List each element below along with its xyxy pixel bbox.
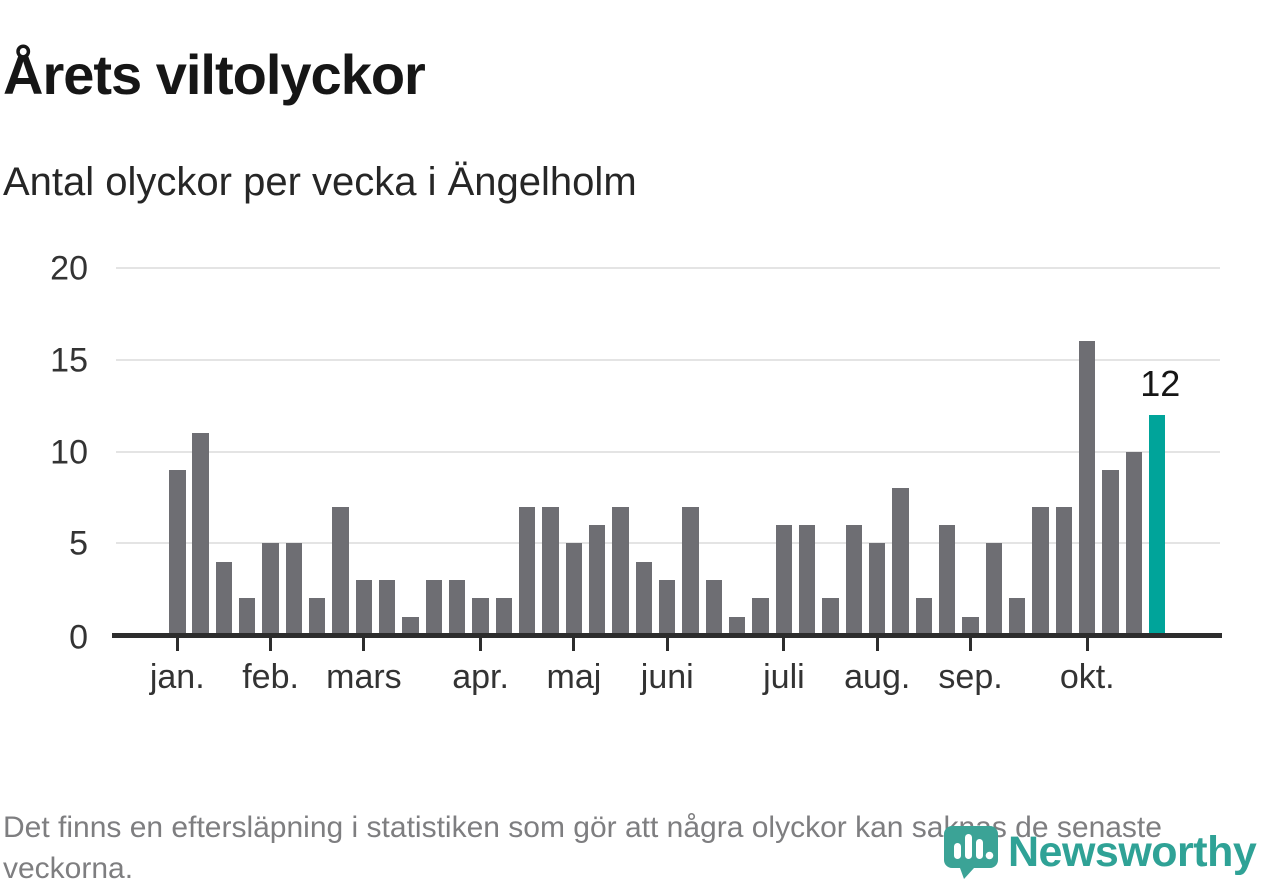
gridline	[116, 542, 1220, 545]
x-axis-tick	[479, 638, 483, 651]
bar	[495, 598, 513, 635]
bar	[518, 506, 536, 635]
gridline	[116, 267, 1220, 269]
page-title: Årets viltolyckor	[3, 42, 426, 106]
x-axis-tick	[969, 638, 973, 651]
bar	[775, 524, 793, 635]
bar	[798, 524, 816, 635]
x-axis-line	[112, 633, 1222, 638]
chart-subtitle: Antal olyckor per vecka i Ängelholm	[3, 160, 637, 204]
x-axis-tick	[362, 638, 366, 651]
bar	[728, 616, 746, 635]
bar	[938, 524, 956, 635]
y-axis-label: 0	[69, 618, 88, 657]
bar	[285, 543, 303, 635]
bar	[308, 598, 326, 635]
newsworthy-logo-text: Newsworthy	[1008, 828, 1257, 876]
newsworthy-logo: Newsworthy	[944, 826, 1257, 879]
bar	[425, 579, 443, 635]
x-axis-tick	[875, 638, 879, 651]
bar	[845, 524, 863, 635]
x-axis-label: apr.	[452, 658, 509, 696]
y-axis-label: 20	[50, 249, 88, 288]
bar	[915, 598, 933, 635]
bar	[238, 598, 256, 635]
x-axis-label: feb.	[242, 658, 299, 696]
bar	[542, 506, 559, 635]
bar	[472, 598, 489, 635]
bar	[822, 598, 839, 635]
x-axis-label: mars	[326, 658, 402, 696]
bar	[635, 561, 653, 635]
bar	[332, 506, 349, 635]
bar	[1032, 506, 1049, 635]
x-axis-label: juli	[763, 658, 805, 696]
x-axis-tick	[782, 638, 786, 651]
bar	[1125, 451, 1143, 635]
bar	[378, 579, 396, 635]
bar	[868, 543, 886, 635]
bar	[192, 433, 209, 635]
x-axis-label: juni	[640, 658, 694, 696]
x-axis-label: jan.	[149, 658, 205, 696]
gridline	[116, 358, 1220, 361]
bar	[752, 598, 769, 635]
x-axis-tick	[665, 638, 669, 651]
bar	[985, 543, 1003, 635]
y-axis-label: 10	[50, 433, 88, 471]
bar	[262, 543, 279, 635]
bar	[682, 506, 699, 635]
bar	[169, 469, 186, 635]
x-axis-label: maj	[546, 658, 602, 696]
x-axis-tick	[572, 638, 576, 651]
bar	[588, 524, 606, 635]
bar	[1008, 598, 1026, 635]
bar	[402, 616, 419, 635]
bar	[1055, 506, 1073, 635]
newsworthy-logo-icon	[944, 826, 998, 879]
bar-highlighted	[1148, 414, 1166, 635]
y-axis-label: 15	[50, 341, 88, 380]
bar	[658, 579, 676, 635]
x-axis-label: okt.	[1059, 658, 1115, 696]
bar	[1078, 341, 1096, 635]
bar	[355, 579, 373, 635]
bar	[962, 616, 979, 635]
bar	[448, 579, 466, 635]
bar	[565, 543, 583, 635]
x-axis-label: sep.	[938, 658, 1003, 696]
bar	[705, 579, 723, 635]
x-axis-label: aug.	[844, 658, 911, 696]
x-axis-tick	[269, 638, 273, 651]
y-axis-label: 5	[69, 524, 88, 563]
x-axis-tick	[175, 638, 179, 651]
bar	[1102, 469, 1119, 635]
gridline	[116, 450, 1220, 453]
bar-value-annotation: 12	[1140, 363, 1181, 404]
bar	[612, 506, 629, 635]
x-axis-tick	[1085, 638, 1089, 651]
bar	[892, 488, 909, 635]
bar	[215, 561, 233, 635]
